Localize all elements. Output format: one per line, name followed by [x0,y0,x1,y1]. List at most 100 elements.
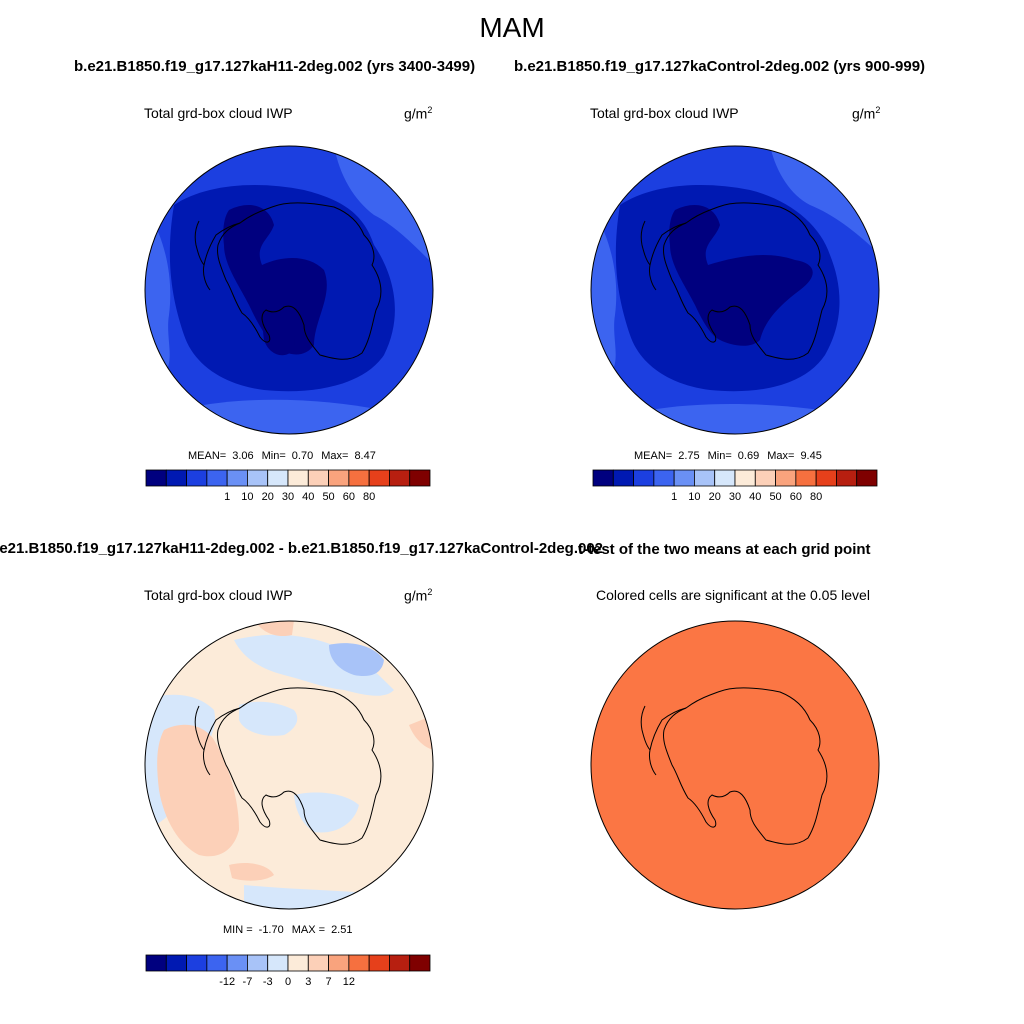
case2-colorbar-tick-label: 60 [790,491,802,503]
case2-max-label: Max= [767,450,795,462]
case2-colorbar-swatch [734,469,756,487]
case2-colorbar-swatch [836,469,858,487]
case1-antarctica-coast [217,202,382,360]
case1-colorbar-swatch [389,469,411,487]
diff-field-pos-west [157,724,239,857]
case1-colorbar-tick-label: 80 [363,491,375,503]
diff-field-neg-south [294,792,359,833]
case1-stats: MEAN= 3.06 Min= 0.70 Max= 8.47 [188,450,384,462]
diff-colorbar-swatch [328,954,350,972]
case1-colorbar-tick-label: 50 [322,491,334,503]
diff-map [144,620,434,910]
case1-colorbar-swatch [409,469,431,487]
case1-units: g/m2 [404,105,433,122]
case2-colorbar-tick-label: 20 [709,491,721,503]
diff-field-neg-inner [239,701,298,736]
diff-colorbar-swatch [307,954,329,972]
case2-colorbar-swatch [775,469,797,487]
case2-colorbar-swatch [795,469,817,487]
case2-colorbar-swatch [633,469,655,487]
diff-antarctica-coast [217,687,382,845]
figure-title: MAM [479,12,545,43]
case1-colorbar-swatch [307,469,329,487]
case1-mean-label: MEAN= [188,450,227,462]
case2-map-border [590,145,880,435]
case2-colorbar-swatch [694,469,716,487]
case1-colorbar-swatch [287,469,309,487]
diff-colorbar-tick-label: 12 [343,976,355,988]
case2-field-dark [669,205,813,346]
case2-colorbar-swatch [592,469,614,487]
case2-units: g/m2 [852,105,881,122]
case2-peninsula-coast [640,220,687,291]
diff-units: g/m2 [404,587,433,604]
diff-colorbar-swatch [267,954,289,972]
case2-colorbar-swatch [856,469,878,487]
ttest-map-border [590,620,880,910]
diff-colorbar-swatch [226,954,248,972]
case2-colorbar-tick-label: 80 [810,491,822,503]
case2-stats: MEAN= 2.75 Min= 0.69 Max= 9.45 [634,450,830,462]
case1-field-dark-peninsula [262,310,295,356]
ttest-significance-fill [591,621,879,909]
diff-colorbar: -12 -7 -3 0 3 7 12 [145,954,431,988]
case1-map [144,145,434,435]
case2-colorbar-swatch [754,469,776,487]
case2-antarctica-coast [663,202,828,360]
diff-stats: MIN = -1.70 MAX = 2.51 [223,924,360,936]
diff-colorbar-tick-label: -3 [263,976,273,988]
diff-field-pos-south [229,863,274,881]
diff-colorbar-tick-label: 3 [305,976,311,988]
case2-colorbar-swatch [653,469,675,487]
case1-colorbar-tick-label: 60 [343,491,355,503]
diff-colorbar-tick-label: 0 [285,976,291,988]
ttest-title: t-test of the two means at each grid poi… [578,541,871,558]
diff-map-border [144,620,434,910]
diff-colorbar-swatch [145,954,167,972]
case1-colorbar-swatch [368,469,390,487]
diff-variable-label: Total grd-box cloud IWP [144,587,293,603]
case2-mean-label: MEAN= [634,450,673,462]
case2-max-value: 9.45 [800,450,822,462]
ttest-peninsula-coast [640,705,687,776]
case2-colorbar-tick-label: 1 [671,491,677,503]
case2-colorbar-tick-label: 30 [729,491,741,503]
diff-colorbar-swatch [409,954,431,972]
case1-variable-label: Total grd-box cloud IWP [144,105,293,121]
case1-title: b.e21.B1850.f19_g17.127kaH11-2deg.002 (y… [74,58,476,75]
case1-peninsula-coast [194,220,241,291]
case1-colorbar-swatch [165,469,187,487]
case1-max-value: 8.47 [354,450,376,462]
diff-colorbar-tick-label: -7 [243,976,253,988]
case2-colorbar-tick-label: 50 [769,491,781,503]
case1-colorbar-tick-label: 10 [241,491,253,503]
case1-min-value: 0.70 [291,450,314,462]
case2-colorbar-swatch [612,469,634,487]
diff-min-label: MIN = [223,924,253,936]
diff-field-neg-north [234,634,394,696]
case2-variable-label: Total grd-box cloud IWP [590,105,739,121]
case2-min-label: Min= [707,450,732,462]
case2-colorbar-swatch [714,469,736,487]
diff-colorbar-swatch [368,954,390,972]
case1-colorbar-swatch [267,469,289,487]
case1-colorbar-swatch [247,469,269,487]
case2-map [590,145,880,435]
diff-colorbar-tick-label: -12 [219,976,235,988]
diff-colorbar-tick-label: 7 [326,976,332,988]
case1-min-label: Min= [261,450,286,462]
diff-max-value: 2.51 [331,924,353,936]
case1-colorbar-swatch [206,469,228,487]
diff-min-value: -1.70 [258,924,284,936]
case2-mean-value: 2.75 [678,450,700,462]
diff-colorbar-swatch [165,954,187,972]
case1-colorbar: 1 10 20 30 40 50 60 80 [145,469,431,503]
diff-field-pos-north [254,621,294,637]
case1-colorbar-swatch [145,469,167,487]
case1-colorbar-swatch [226,469,248,487]
ttest-antarctica-coast [663,687,828,845]
difference-title: b.e21.B1850.f19_g17.127kaH11-2deg.002 - … [0,540,604,557]
diff-colorbar-swatch [247,954,269,972]
diff-colorbar-swatch [389,954,411,972]
case1-colorbar-swatch [328,469,350,487]
